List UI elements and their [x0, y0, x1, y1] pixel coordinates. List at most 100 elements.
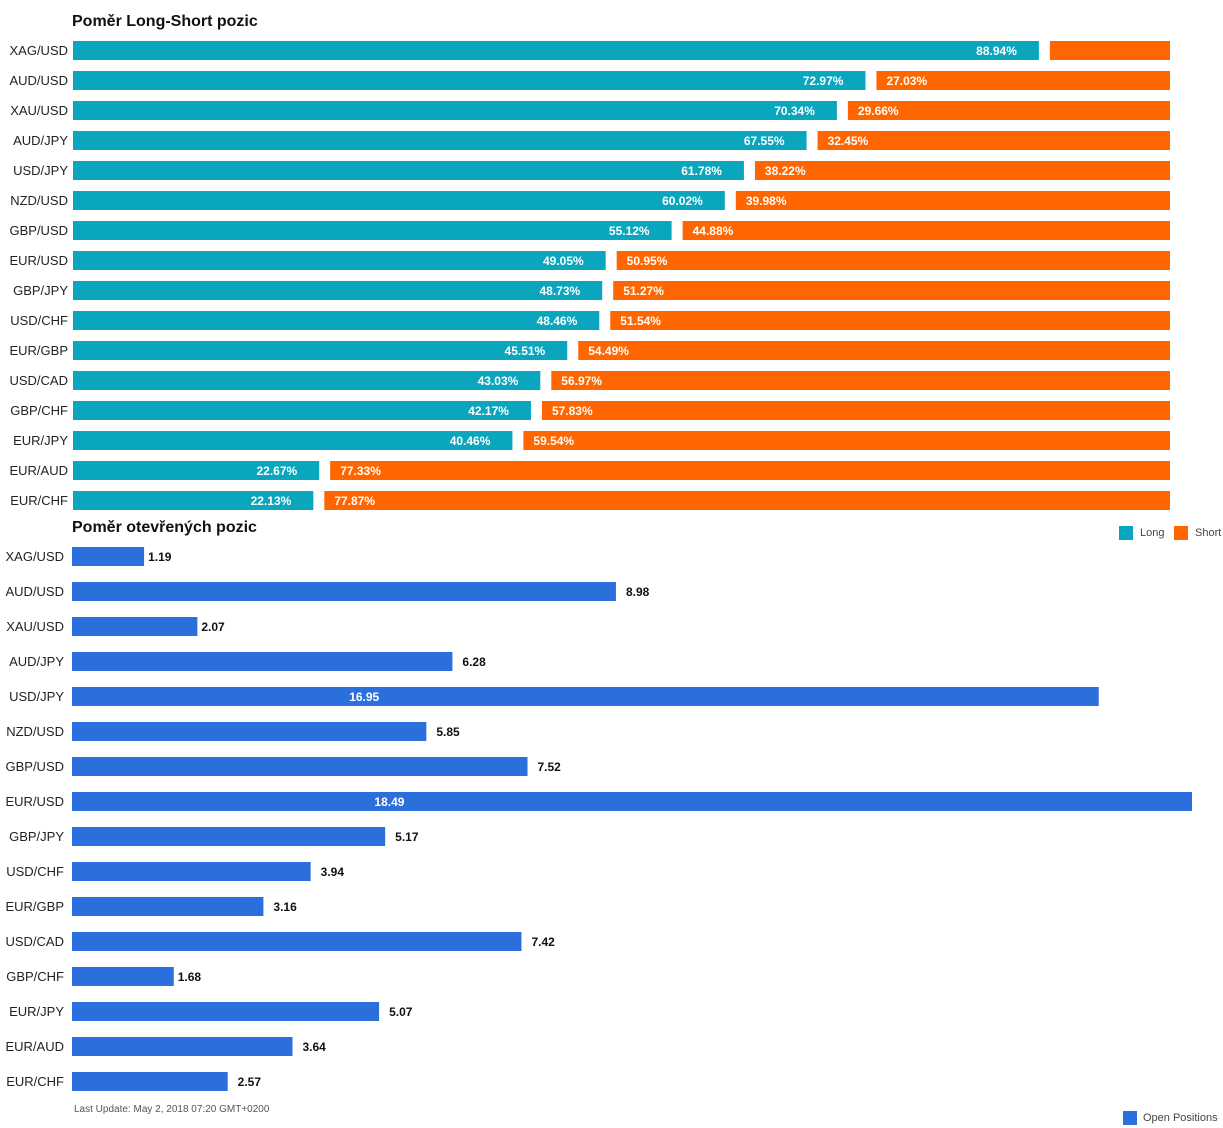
- short-bar-eur-usd: [616, 251, 1170, 270]
- open-bar-eur-usd: [72, 792, 1192, 811]
- open-bar-gbp-chf: [72, 967, 174, 986]
- category-label-xau-usd: XAU/USD: [6, 619, 64, 634]
- chart2-title: Poměr otevřených pozic: [72, 519, 257, 536]
- open-bar-aud-jpy: [72, 652, 453, 671]
- category-label-eur-chf: EUR/CHF: [10, 493, 68, 508]
- category-label-xag-usd: XAG/USD: [9, 43, 68, 58]
- category-label-eur-gbp: EUR/GBP: [5, 899, 64, 914]
- legend-long-label: Long: [1140, 527, 1165, 539]
- open-bar-xau-usd: [72, 617, 198, 636]
- short-bar-aud-jpy: [817, 131, 1170, 150]
- category-label-eur-gbp: EUR/GBP: [9, 343, 68, 358]
- category-label-usd-chf: USD/CHF: [10, 313, 68, 328]
- legend-open-label: Open Positions: [1143, 1112, 1218, 1124]
- open-value-label-usd-chf: 3.94: [321, 865, 345, 879]
- short-value-label-gbp-jpy: 51.27%: [623, 284, 664, 298]
- open-bar-nzd-usd: [72, 722, 427, 741]
- short-value-label-gbp-chf: 57.83%: [552, 404, 593, 418]
- short-value-label-eur-gbp: 54.49%: [588, 344, 629, 358]
- category-label-eur-jpy: EUR/JPY: [13, 433, 68, 448]
- short-value-label-usd-cad: 56.97%: [561, 374, 602, 388]
- long-bar-eur-jpy: [73, 431, 513, 450]
- open-bar-usd-jpy: [72, 687, 1099, 706]
- category-label-aud-usd: AUD/USD: [5, 584, 64, 599]
- long-bar-usd-jpy: [73, 161, 744, 180]
- short-value-label-eur-aud: 77.33%: [340, 464, 381, 478]
- short-value-label-nzd-usd: 39.98%: [746, 194, 787, 208]
- category-label-nzd-usd: NZD/USD: [10, 193, 68, 208]
- category-label-aud-jpy: AUD/JPY: [9, 654, 64, 669]
- short-bar-xau-usd: [847, 101, 1170, 120]
- open-value-label-nzd-usd: 5.85: [436, 725, 460, 739]
- long-value-label-xag-usd: 88.94%: [976, 44, 1017, 58]
- long-value-label-gbp-chf: 42.17%: [468, 404, 509, 418]
- open-bar-eur-chf: [72, 1072, 228, 1091]
- category-label-usd-cad: USD/CAD: [9, 373, 68, 388]
- long-bar-eur-gbp: [73, 341, 568, 360]
- open-value-label-gbp-chf: 1.68: [178, 970, 202, 984]
- short-bar-gbp-chf: [541, 401, 1170, 420]
- open-value-label-gbp-jpy: 5.17: [395, 830, 419, 844]
- long-value-label-eur-usd: 49.05%: [543, 254, 584, 268]
- long-bar-nzd-usd: [73, 191, 725, 210]
- long-bar-gbp-usd: [73, 221, 672, 240]
- legend-short-swatch: [1174, 526, 1188, 540]
- long-bar-gbp-jpy: [73, 281, 603, 300]
- short-bar-gbp-jpy: [613, 281, 1170, 300]
- long-value-label-gbp-usd: 55.12%: [609, 224, 650, 238]
- long-value-label-usd-chf: 48.46%: [537, 314, 578, 328]
- long-value-label-nzd-usd: 60.02%: [662, 194, 703, 208]
- legend-long-swatch: [1119, 526, 1133, 540]
- open-value-label-eur-usd: 18.49: [374, 795, 404, 809]
- legend-short-label: Short: [1195, 527, 1222, 539]
- open-value-label-usd-jpy: 16.95: [349, 690, 379, 704]
- short-value-label-aud-usd: 27.03%: [886, 74, 927, 88]
- open-bar-usd-chf: [72, 862, 311, 881]
- open-value-label-eur-chf: 2.57: [238, 1075, 262, 1089]
- category-label-gbp-chf: GBP/CHF: [6, 969, 64, 984]
- short-value-label-eur-chf: 77.87%: [334, 494, 375, 508]
- open-bar-gbp-jpy: [72, 827, 386, 846]
- category-label-eur-aud: EUR/AUD: [5, 1039, 64, 1054]
- short-bar-eur-gbp: [578, 341, 1170, 360]
- category-label-usd-chf: USD/CHF: [6, 864, 64, 879]
- long-bar-gbp-chf: [73, 401, 531, 420]
- long-bar-eur-usd: [73, 251, 606, 270]
- short-value-label-usd-jpy: 38.22%: [765, 164, 806, 178]
- short-bar-usd-jpy: [754, 161, 1170, 180]
- open-bar-eur-aud: [72, 1037, 293, 1056]
- short-bar-eur-chf: [324, 491, 1170, 510]
- category-label-xag-usd: XAG/USD: [5, 549, 64, 564]
- open-bar-usd-cad: [72, 932, 522, 951]
- short-bar-xag-usd: [1049, 41, 1170, 60]
- long-value-label-aud-usd: 72.97%: [803, 74, 844, 88]
- category-label-usd-jpy: USD/JPY: [9, 689, 64, 704]
- category-label-eur-jpy: EUR/JPY: [9, 1004, 64, 1019]
- short-value-label-eur-jpy: 59.54%: [533, 434, 574, 448]
- long-bar-usd-chf: [73, 311, 600, 330]
- short-value-label-xau-usd: 29.66%: [858, 104, 899, 118]
- category-label-aud-usd: AUD/USD: [9, 73, 68, 88]
- open-value-label-xau-usd: 2.07: [201, 620, 225, 634]
- open-value-label-usd-cad: 7.42: [531, 935, 555, 949]
- long-value-label-aud-jpy: 67.55%: [744, 134, 785, 148]
- short-bar-eur-jpy: [523, 431, 1170, 450]
- long-value-label-gbp-jpy: 48.73%: [540, 284, 581, 298]
- category-label-nzd-usd: NZD/USD: [6, 724, 64, 739]
- short-bar-eur-aud: [330, 461, 1171, 480]
- long-bar-eur-aud: [73, 461, 320, 480]
- long-short-chart: XAG/USD 88.94% AUD/USD 72.97% 27.03% XAU/USD 7…: [9, 41, 1171, 510]
- category-label-eur-chf: EUR/CHF: [6, 1074, 64, 1089]
- long-bar-eur-chf: [73, 491, 314, 510]
- category-label-eur-usd: EUR/USD: [9, 253, 68, 268]
- long-bar-aud-usd: [73, 71, 866, 90]
- short-value-label-gbp-usd: 44.88%: [693, 224, 734, 238]
- open-value-label-eur-jpy: 5.07: [389, 1005, 413, 1019]
- long-value-label-eur-jpy: 40.46%: [450, 434, 491, 448]
- long-bar-xag-usd: [73, 41, 1039, 60]
- chart1-title: Poměr Long-Short pozic: [72, 13, 258, 30]
- long-value-label-usd-cad: 43.03%: [478, 374, 519, 388]
- long-value-label-eur-chf: 22.13%: [251, 494, 292, 508]
- last-update-footnote: Last Update: May 2, 2018 07:20 GMT+0200: [74, 1104, 270, 1115]
